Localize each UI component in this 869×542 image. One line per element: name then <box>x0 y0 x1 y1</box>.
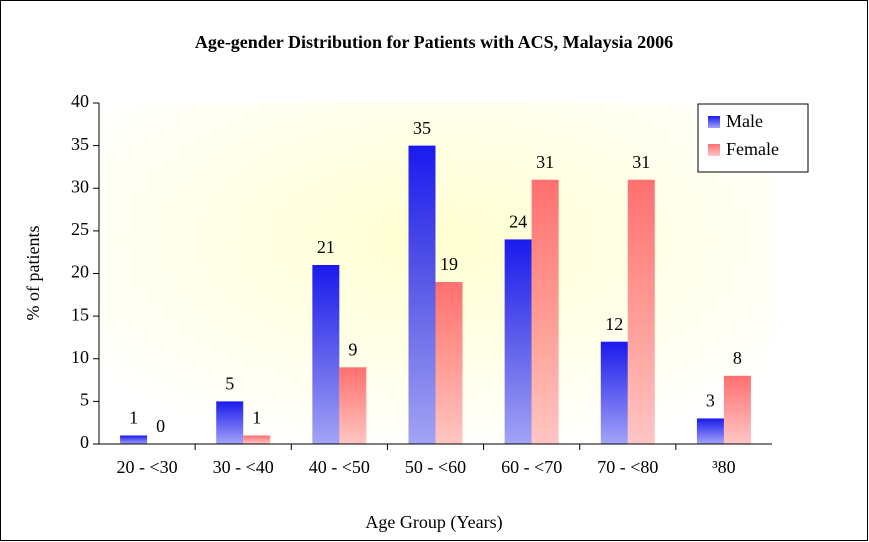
bar <box>339 367 367 444</box>
x-tick-label: 70 - <80 <box>597 457 658 477</box>
x-tick-label: 30 - <40 <box>213 457 274 477</box>
y-tick-label: 5 <box>80 390 89 410</box>
bar <box>627 179 655 444</box>
x-tick-label: ³80 <box>712 457 735 477</box>
value-label: 19 <box>440 254 458 274</box>
value-label: 5 <box>225 374 234 394</box>
y-tick-label: 15 <box>71 304 89 324</box>
y-axis-label: % of patients <box>23 226 43 321</box>
bar <box>408 145 436 444</box>
value-label: 8 <box>733 348 742 368</box>
legend-swatch <box>708 116 720 128</box>
x-tick-label: 50 - <60 <box>405 457 466 477</box>
value-label: 3 <box>706 391 715 411</box>
bar <box>723 375 751 444</box>
value-label: 1 <box>252 408 261 428</box>
value-label: 21 <box>317 237 335 257</box>
value-label: 31 <box>632 152 650 172</box>
bar <box>435 282 463 444</box>
bar <box>312 264 340 444</box>
bar <box>243 435 271 444</box>
y-tick-label: 20 <box>71 262 89 282</box>
chart-title: Age-gender Distribution for Patients wit… <box>195 32 673 52</box>
bar <box>120 435 148 444</box>
value-label: 1 <box>129 408 138 428</box>
y-tick-label: 30 <box>71 176 89 196</box>
y-tick-label: 10 <box>71 347 89 367</box>
bar <box>696 418 724 444</box>
value-label: 12 <box>605 314 623 334</box>
legend-swatch <box>708 144 720 156</box>
x-tick-label: 40 - <50 <box>309 457 370 477</box>
x-axis-label: Age Group (Years) <box>365 512 502 533</box>
legend-label: Male <box>726 111 763 131</box>
y-tick-label: 40 <box>71 91 89 111</box>
y-tick-label: 25 <box>71 219 89 239</box>
value-label: 9 <box>348 339 357 359</box>
y-tick-label: 0 <box>80 432 89 452</box>
bar <box>600 341 628 444</box>
bar <box>504 239 532 444</box>
x-tick-label: 60 - <70 <box>501 457 562 477</box>
bar <box>531 179 559 444</box>
value-label: 31 <box>536 152 554 172</box>
value-label: 0 <box>156 416 165 436</box>
legend-label: Female <box>726 139 779 159</box>
bar <box>216 401 244 444</box>
y-tick-label: 35 <box>71 134 89 154</box>
value-label: 35 <box>413 118 431 138</box>
legend-box <box>697 103 809 173</box>
x-tick-label: 20 - <30 <box>116 457 177 477</box>
value-label: 24 <box>509 212 527 232</box>
